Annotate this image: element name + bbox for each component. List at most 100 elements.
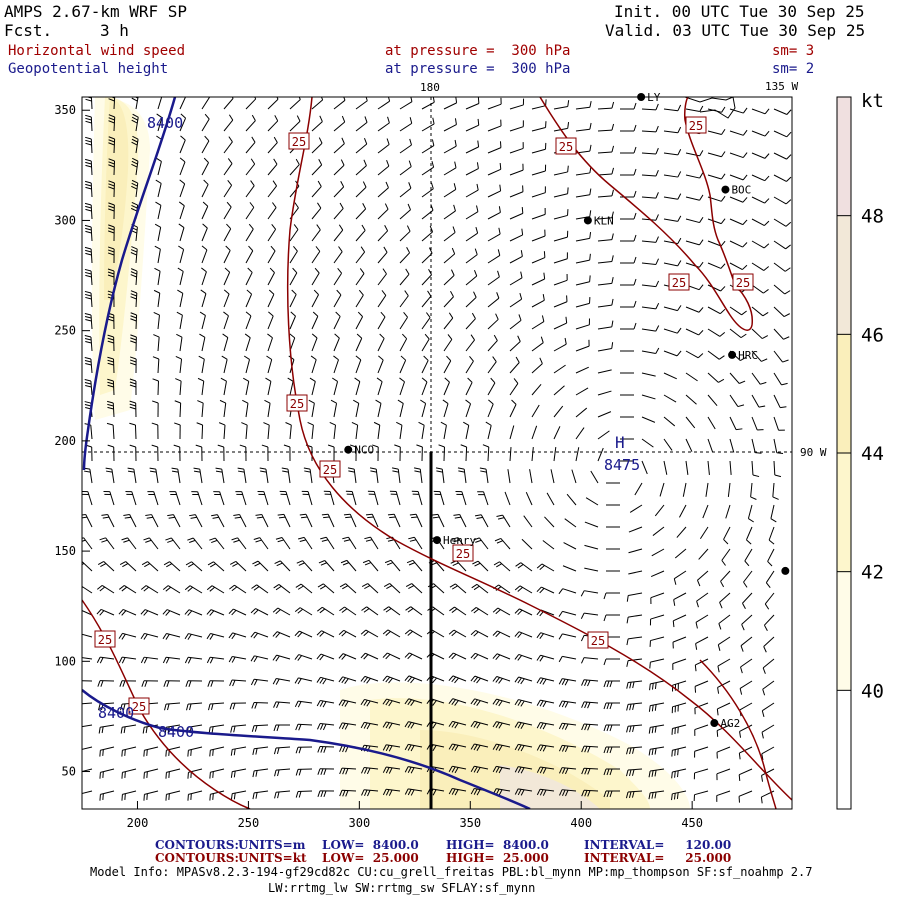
wind-barb <box>409 513 423 528</box>
wind-barb <box>773 218 792 227</box>
wind-barb <box>257 490 269 506</box>
wind-barb <box>603 746 620 754</box>
wind-barb <box>723 526 731 545</box>
contour-labels: 25 25 25 25 25 25 25 25 25 25 25 <box>94 116 754 715</box>
wind-barb <box>107 444 115 462</box>
wind-barb <box>443 269 455 286</box>
wind-barb <box>164 702 181 711</box>
wind-barb <box>773 108 792 115</box>
wind-barb <box>773 372 788 386</box>
wind-barb <box>155 201 162 220</box>
contour-label-25: 25 <box>94 630 116 648</box>
wind-barb <box>575 188 592 198</box>
wind-barb <box>174 422 181 440</box>
wind-barb <box>360 721 379 730</box>
wind-barb <box>659 482 665 497</box>
wind-barb <box>693 790 709 802</box>
wind-barb <box>707 151 726 158</box>
wind-barb <box>317 768 335 775</box>
wind-barb <box>641 416 656 423</box>
wind-barb <box>103 491 115 506</box>
wind-barb <box>695 614 709 629</box>
wind-barb <box>274 790 291 799</box>
wind-barb <box>223 245 231 264</box>
wind-barb <box>597 189 614 198</box>
wind-barb <box>470 675 489 684</box>
wind-barb <box>717 658 731 673</box>
wind-barb <box>770 504 777 523</box>
wind-barb <box>663 460 668 475</box>
wind-barb <box>285 422 292 440</box>
wind-barb <box>387 513 401 528</box>
wind-barb <box>620 190 637 198</box>
wind-barb <box>553 316 568 330</box>
wind-barb <box>773 174 792 182</box>
wind-barb <box>453 513 467 528</box>
wind-barb <box>245 267 253 286</box>
wind-barb <box>279 490 291 506</box>
wind-barb <box>107 246 115 264</box>
wind-barb <box>673 570 687 585</box>
wind-barb <box>597 298 614 308</box>
wind-barb <box>603 592 620 600</box>
wind-barb <box>509 98 525 110</box>
wind-barb <box>338 699 357 707</box>
wind-barb <box>773 262 791 272</box>
wind-barb <box>465 97 480 110</box>
wind-barb <box>167 514 181 528</box>
x-tick-label: 200 <box>127 816 149 830</box>
wind-barb <box>654 504 665 517</box>
wind-barb <box>685 438 693 452</box>
wind-barb <box>487 292 500 308</box>
wind-barb <box>131 135 139 154</box>
wind-barb <box>523 515 533 528</box>
wind-barb <box>763 636 775 653</box>
wind-barb <box>641 170 659 177</box>
wind-barb <box>620 102 637 110</box>
wind-barb <box>82 680 93 682</box>
wind-barb <box>492 607 511 616</box>
wind-barb <box>141 680 159 687</box>
wind-barb <box>297 536 313 550</box>
wind-barb <box>223 311 229 330</box>
wind-barb <box>105 467 115 484</box>
wind-barb <box>416 444 423 462</box>
wind-barb <box>267 245 276 264</box>
wind-barb <box>663 126 682 134</box>
wind-barb <box>382 721 401 729</box>
wind-barb <box>421 182 434 198</box>
wind-barb <box>597 320 614 330</box>
wind-barb <box>649 614 665 626</box>
wind-barb <box>773 350 789 363</box>
wind-barb <box>311 115 323 132</box>
wind-barb <box>351 421 359 440</box>
wind-barb <box>663 215 682 222</box>
wind-barb <box>99 790 115 801</box>
wind-barb <box>140 585 159 594</box>
wind-barb <box>140 609 159 616</box>
wind-barb <box>178 201 185 220</box>
wind-barb <box>333 267 343 286</box>
wind-barb <box>108 158 116 176</box>
wind-barb <box>729 129 748 136</box>
wind-barb <box>201 97 210 110</box>
wind-barb <box>197 400 204 418</box>
wind-barb <box>531 384 542 396</box>
wind-barb <box>143 768 159 779</box>
wind-barb <box>553 364 566 374</box>
wind-barb <box>597 277 614 286</box>
wind-barb <box>131 157 139 176</box>
wind-barb <box>729 306 747 316</box>
wind-barb <box>301 490 313 506</box>
wind-barb <box>376 377 383 396</box>
svg-text:25: 25 <box>591 634 605 648</box>
wind-barb <box>509 425 515 440</box>
wind-barb <box>265 377 272 396</box>
wind-barb <box>377 333 385 352</box>
wind-barb <box>141 561 159 572</box>
wind-barb <box>241 422 248 440</box>
wind-barb <box>107 268 115 286</box>
wind-barb <box>127 467 137 484</box>
wind-barb <box>725 504 731 519</box>
wind-barb <box>751 372 767 385</box>
